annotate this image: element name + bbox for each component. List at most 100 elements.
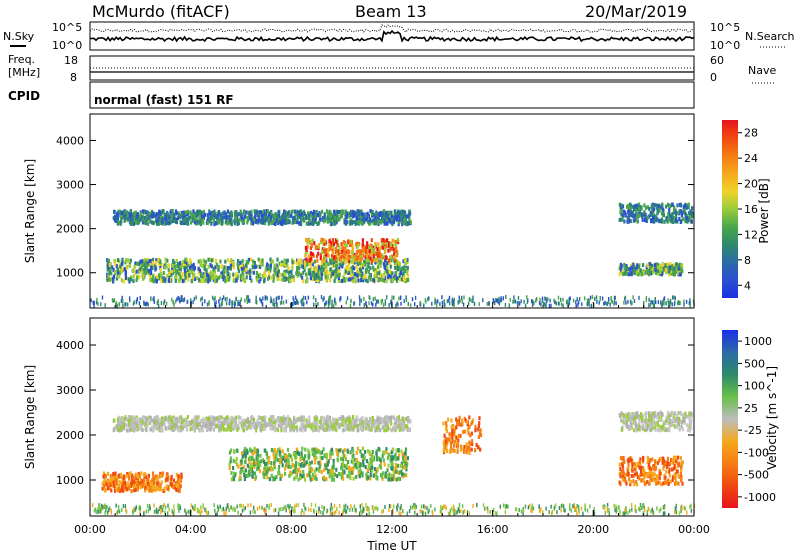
data-cell bbox=[120, 278, 123, 283]
data-cell bbox=[180, 263, 183, 268]
data-cell bbox=[557, 301, 560, 306]
data-cell bbox=[265, 452, 268, 456]
data-cell bbox=[310, 213, 313, 218]
data-cell bbox=[306, 300, 308, 305]
data-cell bbox=[120, 267, 123, 272]
data-cell bbox=[584, 296, 586, 301]
data-cell bbox=[321, 249, 324, 254]
data-cell bbox=[283, 277, 286, 282]
data-cell bbox=[457, 300, 459, 305]
data-cell bbox=[193, 211, 196, 216]
data-cell bbox=[139, 478, 142, 483]
data-cell bbox=[304, 251, 307, 256]
data-cell bbox=[367, 424, 370, 429]
data-cell bbox=[653, 303, 655, 308]
data-cell bbox=[224, 259, 227, 264]
data-cell bbox=[405, 270, 408, 275]
data-cell bbox=[187, 277, 190, 282]
data-cell bbox=[560, 302, 563, 307]
data-cell bbox=[183, 266, 186, 270]
data-cell bbox=[152, 275, 155, 280]
data-cell bbox=[177, 295, 179, 300]
data-cell bbox=[660, 217, 664, 222]
data-cell bbox=[664, 263, 667, 268]
data-cell bbox=[190, 212, 193, 217]
data-cell bbox=[146, 485, 149, 490]
data-cell bbox=[388, 260, 391, 265]
data-cell bbox=[396, 238, 400, 242]
data-cell bbox=[320, 272, 323, 277]
data-cell bbox=[586, 298, 589, 303]
data-cell bbox=[358, 419, 362, 424]
colorbar-tick-label: 28 bbox=[744, 127, 758, 140]
data-cell bbox=[106, 480, 109, 485]
data-cell bbox=[235, 278, 238, 283]
data-cell bbox=[177, 484, 180, 489]
data-cell bbox=[224, 220, 227, 225]
data-cell bbox=[173, 417, 176, 422]
nave-tick-low: 0 bbox=[710, 71, 717, 84]
data-cell bbox=[213, 279, 217, 284]
data-cell bbox=[369, 209, 372, 213]
data-cell bbox=[372, 424, 375, 429]
data-cell bbox=[171, 263, 175, 268]
data-cell bbox=[390, 218, 393, 223]
data-cell bbox=[344, 419, 347, 424]
data-cell bbox=[467, 301, 470, 306]
data-cell bbox=[451, 302, 454, 307]
data-cell bbox=[266, 296, 268, 301]
data-cell bbox=[266, 209, 270, 214]
data-cell bbox=[280, 416, 283, 421]
data-cell bbox=[635, 203, 638, 208]
data-cell bbox=[225, 427, 228, 432]
data-cell bbox=[177, 211, 180, 216]
data-cell bbox=[406, 265, 409, 270]
data-cell bbox=[303, 424, 306, 429]
data-cell bbox=[502, 296, 504, 301]
data-cell bbox=[373, 467, 377, 471]
data-cell bbox=[269, 477, 272, 482]
data-cell bbox=[376, 417, 379, 422]
data-cell bbox=[372, 218, 375, 223]
data-cell bbox=[354, 272, 357, 277]
data-cell bbox=[640, 205, 643, 210]
data-cell bbox=[237, 218, 240, 223]
data-cell bbox=[653, 300, 655, 305]
data-cell bbox=[348, 427, 351, 432]
data-cell bbox=[382, 274, 385, 279]
data-cell bbox=[660, 211, 663, 216]
data-cell bbox=[325, 264, 328, 269]
data-cell bbox=[310, 259, 313, 264]
data-cell bbox=[388, 274, 391, 278]
data-cell bbox=[156, 477, 159, 482]
data-cell bbox=[93, 303, 95, 308]
data-cell bbox=[391, 271, 394, 276]
data-cell bbox=[619, 205, 622, 210]
data-cell bbox=[134, 483, 137, 488]
data-cell bbox=[208, 300, 210, 305]
data-cell bbox=[679, 203, 682, 208]
data-cell bbox=[689, 215, 692, 220]
data-cell bbox=[395, 240, 398, 244]
data-cell bbox=[315, 275, 318, 280]
data-cell bbox=[668, 272, 671, 277]
data-cell bbox=[130, 275, 133, 280]
freq-label: Freq. bbox=[8, 53, 35, 66]
data-cell bbox=[315, 298, 317, 303]
data-cell bbox=[202, 422, 205, 427]
data-cell bbox=[392, 258, 395, 263]
data-cell bbox=[136, 276, 139, 280]
data-cell bbox=[372, 278, 376, 283]
data-cell bbox=[162, 271, 165, 275]
data-cell bbox=[449, 301, 451, 306]
data-cell bbox=[146, 210, 149, 215]
data-cell bbox=[324, 275, 327, 280]
data-cell bbox=[329, 271, 332, 276]
data-cell bbox=[644, 205, 647, 210]
data-cell bbox=[652, 303, 655, 308]
data-cell bbox=[203, 264, 206, 269]
data-cell bbox=[237, 212, 240, 217]
data-cell bbox=[320, 264, 323, 269]
data-cell bbox=[149, 419, 152, 424]
data-cell bbox=[309, 240, 312, 245]
